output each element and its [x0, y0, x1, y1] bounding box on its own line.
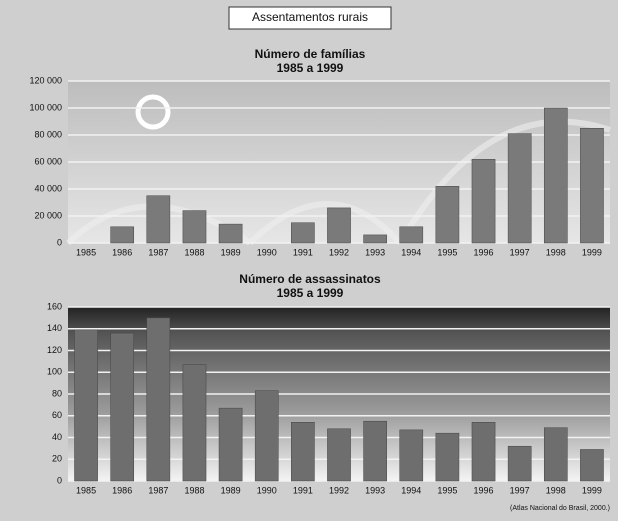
x-tick-label: 1990	[257, 485, 277, 495]
bar	[471, 422, 496, 482]
y-tick-label: 60	[52, 410, 62, 420]
y-tick-label: 80	[52, 388, 62, 398]
bar	[543, 107, 568, 244]
bar	[471, 159, 496, 244]
x-tick-label: 1999	[582, 247, 602, 257]
y-tick-label: 20	[52, 454, 62, 464]
x-tick-label: 1997	[510, 247, 530, 257]
bar	[291, 422, 315, 482]
bar	[580, 128, 604, 244]
bar	[399, 226, 424, 244]
chart-subtitle: 1985 a 1999	[277, 61, 344, 75]
x-tick-label: 1989	[221, 247, 241, 257]
bar	[435, 432, 460, 482]
y-tick-label: 60 000	[34, 156, 62, 166]
bar	[543, 427, 568, 482]
x-tick-label: 1987	[148, 247, 168, 257]
y-tick-label: 0	[57, 237, 62, 247]
bar	[435, 186, 460, 244]
y-tick-label: 160	[47, 301, 62, 311]
y-tick-label: 140	[47, 323, 62, 333]
bar	[74, 329, 98, 482]
x-tick-label: 1987	[148, 485, 168, 495]
x-tick-label: 1986	[112, 247, 132, 257]
bar	[507, 445, 532, 482]
x-tick-label: 1985	[76, 247, 96, 257]
bar	[146, 317, 171, 482]
x-tick-label: 1992	[329, 247, 349, 257]
bar	[146, 195, 171, 244]
y-tick-label: 20 000	[34, 210, 62, 220]
x-tick-label: 1996	[474, 247, 494, 257]
bar	[182, 364, 207, 482]
bar	[507, 133, 532, 244]
chart-title: Número de famílias	[255, 47, 366, 61]
title-box	[228, 6, 392, 30]
x-tick-label: 1993	[365, 247, 385, 257]
x-tick-label: 1995	[437, 485, 457, 495]
bar	[327, 428, 351, 482]
bar	[363, 234, 387, 244]
x-tick-label: 1991	[293, 247, 313, 257]
x-tick-label: 1994	[401, 485, 421, 495]
bar	[291, 222, 315, 244]
bar	[218, 407, 243, 482]
y-tick-label: 0	[57, 475, 62, 485]
sun-decoration	[135, 94, 171, 130]
x-tick-label: 1997	[510, 485, 530, 495]
x-tick-label: 1991	[293, 485, 313, 495]
y-tick-label: 120	[47, 345, 62, 355]
y-tick-label: 80 000	[34, 129, 62, 139]
bar	[110, 332, 135, 482]
bar	[580, 449, 604, 482]
bar	[327, 207, 351, 244]
y-tick-label: 120 000	[29, 75, 62, 85]
y-tick-label: 40	[52, 432, 62, 442]
x-tick-label: 1998	[546, 247, 566, 257]
x-tick-label: 1992	[329, 485, 349, 495]
x-tick-label: 1994	[401, 247, 421, 257]
x-tick-label: 1998	[546, 485, 566, 495]
y-tick-label: 100 000	[29, 102, 62, 112]
page-title: Assentamentos rurais	[252, 10, 368, 24]
x-tick-label: 1999	[582, 485, 602, 495]
x-tick-label: 1989	[221, 485, 241, 495]
x-tick-label: 1988	[184, 247, 204, 257]
x-tick-label: 1995	[437, 247, 457, 257]
x-tick-label: 1988	[184, 485, 204, 495]
x-tick-label: 1990	[257, 247, 277, 257]
bar	[110, 226, 135, 244]
bar	[363, 420, 387, 482]
chart-title: Número de assassinatos	[239, 272, 381, 286]
x-tick-label: 1996	[474, 485, 494, 495]
x-tick-label: 1986	[112, 485, 132, 495]
x-tick-label: 1993	[365, 485, 385, 495]
chart-subtitle: 1985 a 1999	[277, 286, 344, 300]
source: (Atlas Nacional do Brasil, 2000.)	[510, 505, 610, 512]
y-tick-label: 100	[47, 367, 62, 377]
y-tick-label: 40 000	[34, 183, 62, 193]
bar	[218, 223, 243, 244]
bar	[182, 210, 207, 244]
bar	[254, 390, 279, 482]
x-tick-label: 1985	[76, 485, 96, 495]
bar	[399, 429, 424, 482]
